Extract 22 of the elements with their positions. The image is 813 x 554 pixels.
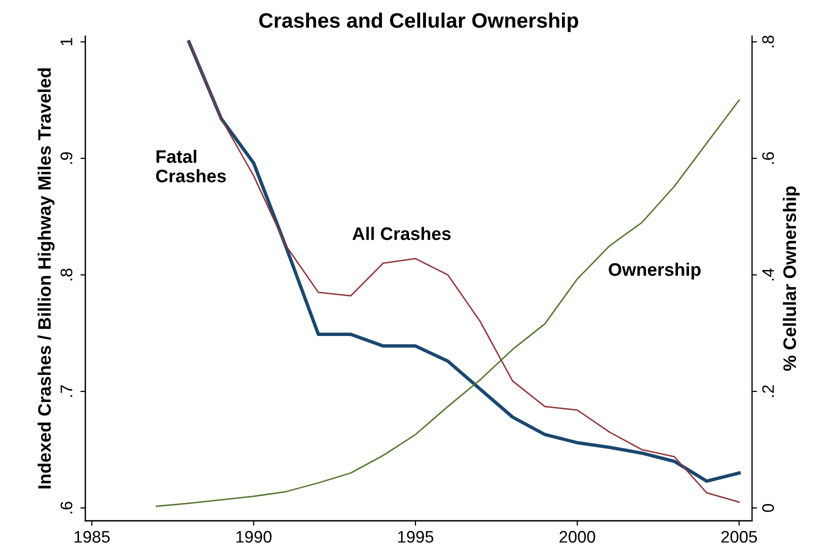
series-label: Ownership (608, 262, 701, 280)
x-tick-label: 1995 (398, 530, 434, 543)
y-tick-label: .9 (60, 152, 72, 164)
x-tick-label: 2005 (721, 530, 757, 543)
chart-title: Crashes and Cellular Ownership (259, 12, 578, 32)
y2-tick-label: .2 (762, 385, 774, 397)
y2-axis-title: % Cellular Ownership (782, 186, 800, 371)
series-label: Fatal Crashes (156, 150, 226, 182)
y-tick-label: .8 (60, 268, 72, 280)
series-label: All Crashes (352, 226, 451, 240)
y-tick-label: 1 (60, 38, 72, 46)
x-tick-label: 1990 (236, 530, 272, 543)
y-tick-label: .6 (60, 502, 72, 514)
x-tick-label: 2000 (560, 530, 596, 543)
y2-tick-label: .4 (762, 268, 774, 280)
y2-tick-label: .6 (762, 152, 774, 164)
x-tick-label: 1985 (74, 530, 110, 543)
y2-tick-label: .8 (762, 36, 774, 48)
y2-tick-label: 0 (762, 504, 774, 512)
y-axis-title: Indexed Crashes / Billion Highway Miles Traveled (38, 68, 55, 488)
line-series (156, 99, 740, 507)
y-tick-label: .7 (60, 385, 72, 397)
